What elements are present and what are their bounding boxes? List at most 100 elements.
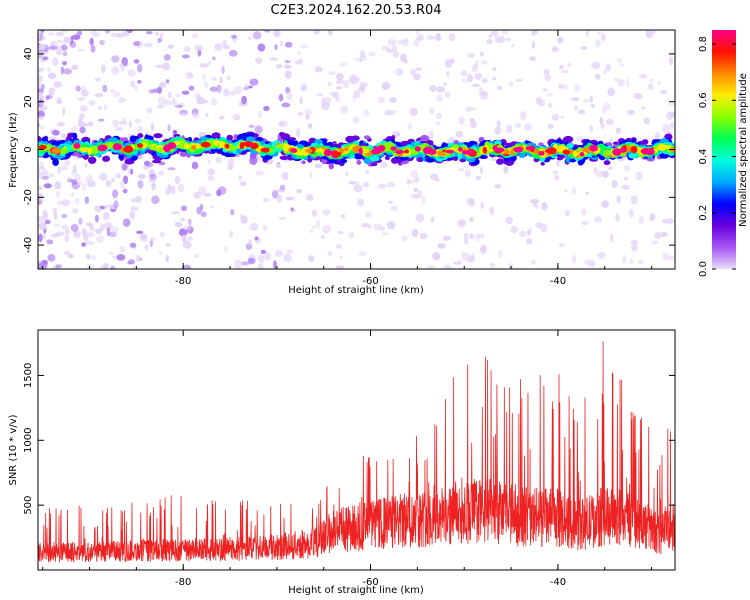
- spectrogram-noise-blob: [455, 130, 464, 138]
- spectrogram-noise-blob: [192, 112, 200, 119]
- spectrogram-noise-blob: [136, 254, 140, 262]
- spectrogram-noise-blob: [56, 39, 64, 44]
- spectrogram-signal-blob: [97, 144, 108, 152]
- spectrogram-signal-blob: [649, 147, 654, 155]
- colorbar: 0.0 0.2 0.4 0.6 0.8 Normalized spectral ampl…: [698, 30, 749, 277]
- spectrogram-noise-blob: [38, 106, 48, 111]
- spectrogram-signal-blob: [462, 150, 469, 155]
- spectrogram-signal-blob: [179, 151, 188, 157]
- spectrogram-noise-blob: [396, 39, 405, 45]
- spectrogram-noise-blob: [327, 30, 333, 36]
- colorbar-tick-label: 0.0: [698, 261, 709, 277]
- spectrogram-noise-blob: [89, 30, 98, 36]
- spectrogram-noise-blob: [278, 93, 284, 102]
- spectrogram-noise-blob: [436, 86, 446, 93]
- spectrogram-noise-blob: [469, 233, 474, 240]
- spectrogram-signal-blob: [659, 154, 669, 159]
- spectrogram-noise-blob: [205, 113, 209, 117]
- spectrogram-noise-blob: [585, 191, 590, 195]
- spectrogram-noise-blob: [463, 233, 469, 238]
- spectrogram-noise-blob: [436, 94, 444, 102]
- spectrogram-noise-blob: [84, 231, 93, 236]
- spectrogram-noise-blob: [38, 171, 45, 180]
- spectrogram-noise-blob: [134, 118, 142, 124]
- spectrogram-noise-blob: [38, 44, 46, 51]
- spectrogram-noise-blob: [48, 136, 57, 140]
- spectrogram-noise-blob: [461, 78, 468, 84]
- spectrogram-noise-blob: [173, 99, 178, 107]
- spectrogram-noise-blob: [458, 221, 467, 225]
- spectrogram-noise-blob: [540, 223, 548, 233]
- spectrogram-noise-blob: [295, 127, 301, 137]
- spectrogram-noise-blob: [593, 216, 603, 223]
- spectrogram-noise-blob: [214, 43, 223, 52]
- spectrogram-noise-blob: [144, 244, 149, 251]
- spectrogram-noise-blob: [276, 194, 283, 203]
- spectrogram-noise-blob: [182, 264, 192, 269]
- spectrogram-noise-blob: [365, 169, 370, 175]
- spectrogram-noise-blob: [633, 92, 643, 100]
- spectrogram-noise-blob: [279, 184, 286, 190]
- spectrogram-noise-blob: [547, 123, 555, 130]
- spectrogram-noise-blob: [48, 173, 55, 178]
- spectrogram-noise-blob: [254, 236, 259, 241]
- spectrogram-noise-blob: [38, 186, 44, 191]
- spectrogram-noise-blob: [519, 230, 527, 238]
- spectrogram-noise-blob: [84, 162, 88, 168]
- spectrogram-noise-blob: [387, 38, 396, 46]
- spectrogram-noise-blob: [638, 216, 645, 225]
- spectrogram-noise-blob: [194, 253, 199, 258]
- spectrogram-noise-blob: [629, 258, 634, 265]
- spectrogram-noise-blob: [130, 198, 138, 203]
- spectrogram-noise-blob: [137, 126, 143, 134]
- spectrogram-noise-blob: [400, 53, 407, 63]
- spectrogram-noise-blob: [621, 184, 630, 190]
- spectrogram-noise-blob: [144, 42, 153, 48]
- spectrogram-noise-blob: [240, 215, 248, 224]
- spectrogram-noise-blob: [82, 183, 87, 191]
- spectrogram-noise-blob: [273, 260, 277, 269]
- spectrogram-noise-blob: [272, 30, 281, 37]
- spectrogram-noise-blob: [200, 211, 207, 218]
- spectrogram-signal-blob: [356, 159, 362, 165]
- spectrogram-noise-blob: [167, 124, 171, 132]
- spectrogram-noise-blob: [458, 116, 465, 125]
- spectrogram-signal-blob: [172, 130, 178, 134]
- spectrogram-noise-blob: [470, 107, 478, 111]
- spectrogram-noise-blob: [53, 81, 62, 88]
- spectrogram-noise-blob: [630, 239, 639, 245]
- spectrogram-signal-blob: [38, 144, 47, 150]
- spectrogram-noise-blob: [627, 109, 635, 116]
- spectrogram-noise-blob: [94, 214, 99, 223]
- spectrogram-noise-blob: [651, 240, 659, 245]
- spectrogram-noise-blob: [233, 85, 243, 95]
- spectrogram-signal-blob: [525, 146, 536, 151]
- spectrogram-noise-blob: [118, 97, 125, 104]
- spectrogram-noise-blob: [305, 113, 310, 120]
- spectrogram-noise-blob: [299, 58, 303, 65]
- spectrogram-noise-blob: [68, 253, 74, 259]
- spectrogram-signal-blob: [612, 148, 622, 156]
- spectrogram-signal-blob: [369, 156, 380, 162]
- spectrogram-noise-blob: [182, 240, 192, 249]
- spectrogram-noise-blob: [659, 89, 668, 94]
- spectrogram-noise-blob: [615, 127, 621, 134]
- spectrogram-noise-blob: [622, 255, 626, 264]
- spectrogram-noise-blob: [181, 205, 187, 211]
- spectrogram-signal-blob: [112, 143, 122, 151]
- spectrogram-noise-blob: [279, 40, 284, 47]
- spectrogram-noise-blob: [327, 71, 336, 76]
- spectrogram-noise-blob: [474, 72, 483, 80]
- spectrogram-signal-blob: [411, 150, 417, 155]
- spectrogram-noise-blob: [61, 61, 68, 66]
- spectrogram-noise-blob: [321, 101, 330, 111]
- spectrogram-signal-blob: [123, 145, 133, 153]
- spectrogram-noise-blob: [409, 107, 418, 116]
- spectrogram-noise-blob: [38, 110, 45, 118]
- spectrogram-noise-blob: [145, 30, 153, 35]
- spectrogram-noise-blob: [114, 33, 124, 38]
- spectrogram-noise-blob: [262, 225, 268, 232]
- spectrogram-signal-blob: [153, 133, 163, 139]
- spectrogram-noise-blob: [283, 64, 292, 70]
- spectrogram-noise-blob: [589, 95, 593, 103]
